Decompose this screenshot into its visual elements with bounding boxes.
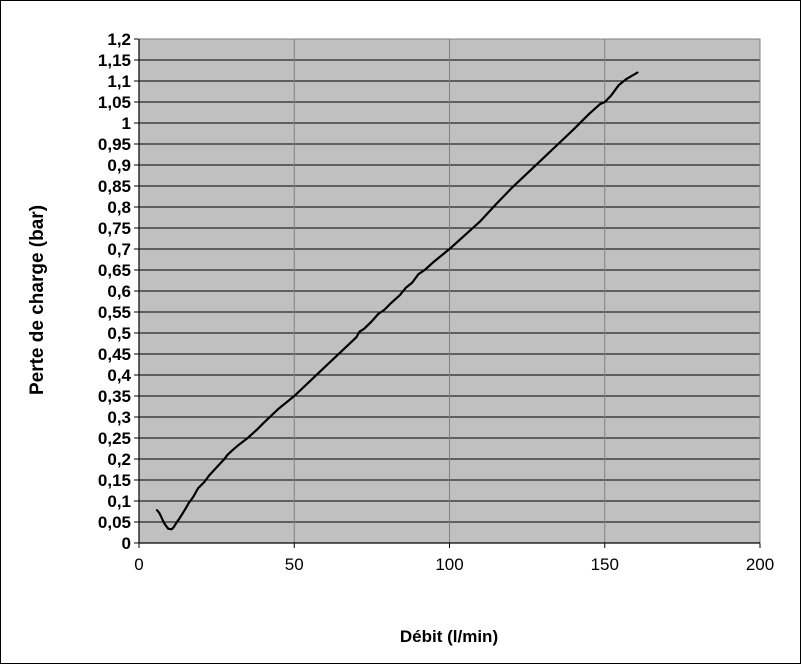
y-tick-label: 0,3 <box>107 408 131 427</box>
y-tick-label: 0,2 <box>107 450 131 469</box>
y-tick-label: 0,9 <box>107 156 131 175</box>
y-tick-label: 0,6 <box>107 282 131 301</box>
y-tick-label: 0,1 <box>107 492 131 511</box>
y-axis-title: Perte de charge (bar) <box>27 205 48 395</box>
x-axis-title: Débit (l/min) <box>400 627 498 646</box>
y-tick-label: 0,15 <box>98 471 131 490</box>
y-tick-labels: 0 0,05 0,1 0,15 0,2 0,25 0,3 0,35 0,4 0,45 0,5 0,55… <box>98 30 132 553</box>
x-tick-label: 0 <box>134 555 143 574</box>
x-tick-label: 150 <box>591 555 619 574</box>
y-tick-label: 0,65 <box>98 261 131 280</box>
y-tick-label: 1,1 <box>107 72 131 91</box>
x-tick-label: 200 <box>746 555 774 574</box>
y-tick-label: 1 <box>122 114 131 133</box>
y-tick-label: 0,4 <box>107 366 131 385</box>
y-tick-label: 0,05 <box>98 513 131 532</box>
y-tick-label: 1,2 <box>107 30 131 49</box>
y-tick-label: 0,75 <box>98 219 131 238</box>
series-line <box>155 71 639 531</box>
y-tick-label: 0,45 <box>98 345 131 364</box>
x-tick-label: 100 <box>435 555 463 574</box>
y-tick-label: 0,95 <box>98 135 131 154</box>
y-tick-label: 1,15 <box>98 51 131 70</box>
axes <box>138 39 760 544</box>
y-tick-label: 0,85 <box>98 177 131 196</box>
y-tick-label: 0,5 <box>107 324 131 343</box>
y-tick-label: 0,7 <box>107 240 131 259</box>
x-tick-labels: 0 50 100 150 200 <box>134 555 774 574</box>
y-tick-label: 0 <box>122 534 131 553</box>
y-tick-label: 0,55 <box>98 303 131 322</box>
x-tick-label: 50 <box>285 555 304 574</box>
y-tick-label: 0,25 <box>98 429 131 448</box>
y-tick-label: 0,8 <box>107 198 131 217</box>
y-tick-label: 0,35 <box>98 387 131 406</box>
y-tick-label: 1,05 <box>98 93 131 112</box>
x-gridlines <box>138 39 761 548</box>
